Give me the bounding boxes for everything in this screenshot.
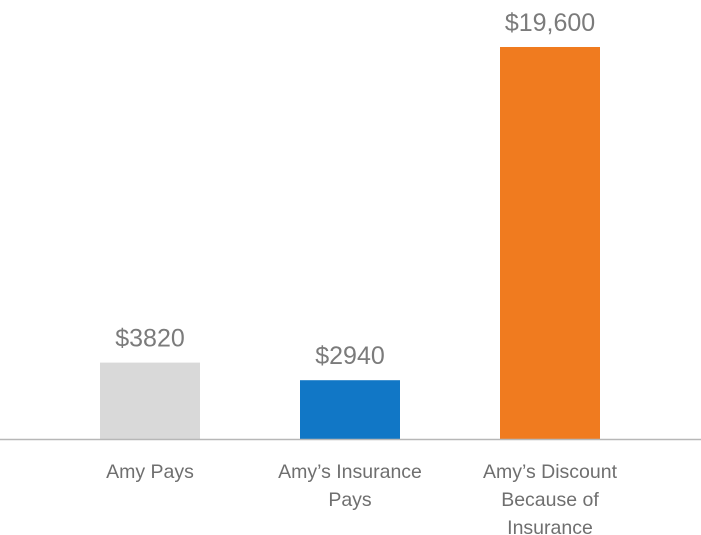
bar-amy-s-insurance-pays bbox=[300, 380, 400, 439]
category-label-amy-s-insurance-pays: Amy’s Insurance Pays bbox=[278, 461, 422, 511]
category-label-line: Insurance bbox=[507, 517, 593, 535]
category-label-amy-s-discount-because-of-insurance: Amy’s Discount Because of Insurance bbox=[483, 461, 618, 535]
category-label-line: Amy’s Insurance bbox=[278, 461, 422, 483]
bars-group bbox=[100, 47, 600, 439]
category-label-line: Amy’s Discount bbox=[483, 461, 618, 483]
category-label-amy-pays: Amy Pays bbox=[106, 461, 194, 483]
value-labels-group: $3820 $2940 $19,600 bbox=[115, 9, 595, 370]
category-label-line: Because of bbox=[501, 489, 599, 511]
bar-amy-pays bbox=[100, 362, 200, 439]
category-labels-group: Amy Pays Amy’s Insurance Pays Amy’s Discoun… bbox=[106, 461, 617, 535]
bar-amy-s-discount-because-of-insurance bbox=[500, 47, 600, 439]
value-label-amy-s-discount-because-of-insurance: $19,600 bbox=[505, 9, 595, 37]
category-label-line: Amy Pays bbox=[106, 461, 194, 483]
value-label-amy-s-insurance-pays: $2940 bbox=[315, 342, 385, 370]
category-label-line: Pays bbox=[328, 489, 372, 511]
value-label-amy-pays: $3820 bbox=[115, 325, 185, 353]
